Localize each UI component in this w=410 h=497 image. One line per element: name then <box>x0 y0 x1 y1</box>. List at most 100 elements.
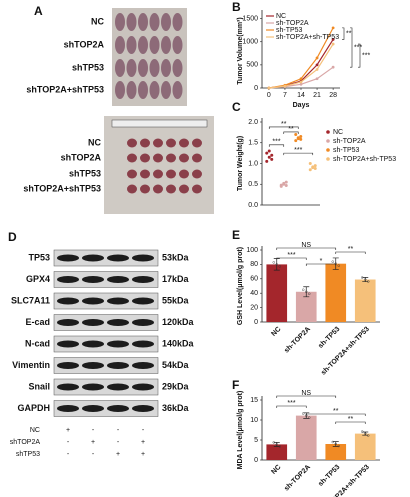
tumor <box>166 169 176 179</box>
band <box>82 276 104 283</box>
mouse <box>138 36 148 54</box>
legend-dot <box>326 139 330 143</box>
sign: - <box>92 427 95 434</box>
replicate <box>272 261 275 264</box>
bar <box>354 279 376 322</box>
tumor <box>153 138 163 148</box>
tumor <box>127 153 137 163</box>
band <box>57 383 79 391</box>
y-axis-label: Tumor Weight(g) <box>237 136 244 191</box>
band <box>57 297 79 305</box>
replicate <box>361 276 364 279</box>
band <box>132 383 154 391</box>
y-tick-label: 10 <box>250 417 258 424</box>
tumor <box>127 138 137 148</box>
y-tick-label: 1500 <box>242 15 258 22</box>
mouse <box>172 36 183 54</box>
sign: - <box>142 427 145 434</box>
tumor-photo <box>104 116 214 214</box>
y-axis-label: Tumor Volume(mm³) <box>237 17 244 84</box>
dot <box>296 136 300 140</box>
size: 55kDa <box>162 295 190 305</box>
error-bar <box>332 257 339 270</box>
point <box>331 42 335 46</box>
legend-dot <box>326 157 330 161</box>
point <box>315 63 319 67</box>
sig-label: NS <box>301 390 311 397</box>
mouse <box>161 36 171 54</box>
x-tick-label: 7 <box>283 92 287 99</box>
y-tick-label: 1000 <box>242 39 258 46</box>
legend-label: NC <box>333 129 343 136</box>
band <box>132 340 154 348</box>
tumor <box>153 153 163 163</box>
tumor <box>179 138 189 148</box>
replicate <box>337 444 340 448</box>
tumor <box>192 169 202 179</box>
tumor <box>153 169 163 179</box>
condition: shTP53 <box>16 451 40 458</box>
row-label: NC <box>91 16 104 26</box>
band <box>107 319 129 326</box>
point <box>299 77 303 81</box>
tumor <box>140 138 150 148</box>
bar <box>354 433 376 460</box>
band <box>132 362 154 369</box>
sig-bracket <box>335 421 366 424</box>
band <box>107 383 129 391</box>
dot <box>284 180 288 184</box>
y-tick-label: 1.0 <box>248 160 258 167</box>
band <box>82 405 104 412</box>
replicate <box>278 265 281 268</box>
band <box>82 297 104 305</box>
mouse <box>138 81 148 99</box>
band <box>132 276 154 283</box>
mouse <box>115 13 125 31</box>
panel-label: C <box>232 100 241 114</box>
tumor <box>166 184 176 194</box>
blot-strip <box>53 314 159 331</box>
point <box>299 82 303 86</box>
band <box>82 254 104 262</box>
sig-label: *** <box>362 52 370 59</box>
condition: shTOP2A <box>10 439 41 446</box>
error-bar <box>303 286 310 298</box>
legend-label: NC <box>276 13 286 20</box>
sign: - <box>92 451 95 458</box>
y-tick-label: 500 <box>246 62 258 69</box>
sig-bracket <box>305 263 337 266</box>
x-tick-label: sh-TOP2A <box>283 464 312 493</box>
tumor <box>192 184 202 194</box>
sig-label: *** <box>294 147 302 154</box>
mouse <box>138 13 148 31</box>
point <box>283 84 287 88</box>
band <box>82 362 104 369</box>
panel-label: D <box>8 230 17 244</box>
replicate <box>302 288 305 291</box>
x-tick-label: 28 <box>329 92 337 99</box>
protein: Snail <box>28 381 50 391</box>
blot-strip <box>53 335 159 353</box>
sig-label: * <box>320 258 323 265</box>
protein: E-cad <box>25 317 50 327</box>
sig-bracket <box>276 395 337 398</box>
band <box>57 405 79 412</box>
tumor <box>140 153 150 163</box>
panel-label: A <box>34 4 43 18</box>
legend-label: sh-TP53 <box>276 27 303 34</box>
sig-bracket <box>268 144 285 147</box>
point <box>315 56 319 60</box>
size: 54kDa <box>162 360 190 370</box>
legend-label: sh-TOP2A+sh-TP53 <box>276 34 339 41</box>
dot <box>279 183 283 187</box>
sign: + <box>141 439 145 446</box>
blot-strip <box>53 400 159 417</box>
size: 36kDa <box>162 403 190 413</box>
dot <box>267 155 271 159</box>
y-tick-label: 20 <box>250 304 258 311</box>
row-label: shTOP2A <box>61 152 102 162</box>
y-tick-label: 0 <box>254 85 258 92</box>
sign: - <box>67 451 70 458</box>
size: 53kDa <box>162 252 190 262</box>
band <box>82 383 104 391</box>
